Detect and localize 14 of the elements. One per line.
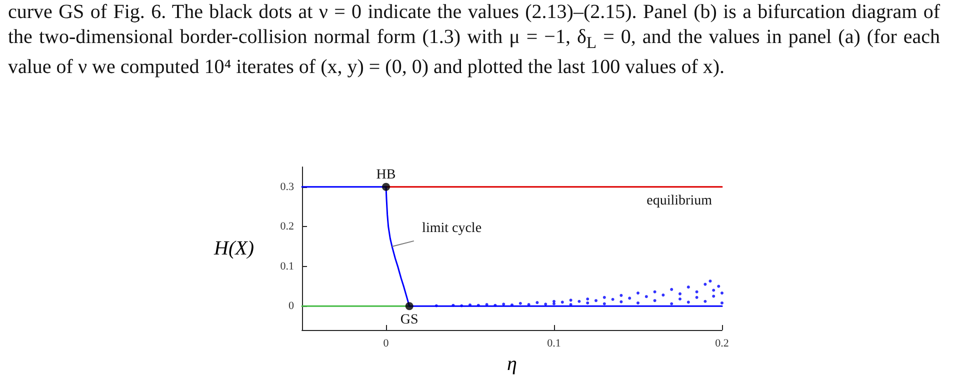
y-tick-label: 0.3	[280, 180, 294, 193]
annotation: limit cycle	[422, 221, 482, 236]
x-axis-title: η	[507, 353, 518, 375]
x-tick-label: 0	[383, 338, 390, 350]
annotation: HB	[376, 167, 396, 182]
y-axis-title: H(X)	[213, 238, 254, 260]
y-tick-label: 0.2	[280, 220, 294, 233]
x-tick-label: 0.2	[715, 338, 729, 350]
text: curve GS of Fig. 6. The black dots at ν = 0 indicate the values (2.13)–(2.15). Panel (b) is a bifurcation diagram of the two-dimensional border-collision normal form (1.3) with μ = −1, δ$_{L}$ = 0, and the values in panel (a) (for each value of ν we computed 10⁴ iterates of (x, y) = (0, 0) and plotted the last 100 values of x).	[8, 0, 940, 80]
x-tick-label: 0.1	[547, 338, 561, 350]
annotation: equilibrium	[646, 193, 712, 208]
y-tick-label: 0.1	[280, 260, 294, 272]
y-tick-label: 0	[288, 300, 294, 312]
annotation: GS	[400, 312, 418, 328]
